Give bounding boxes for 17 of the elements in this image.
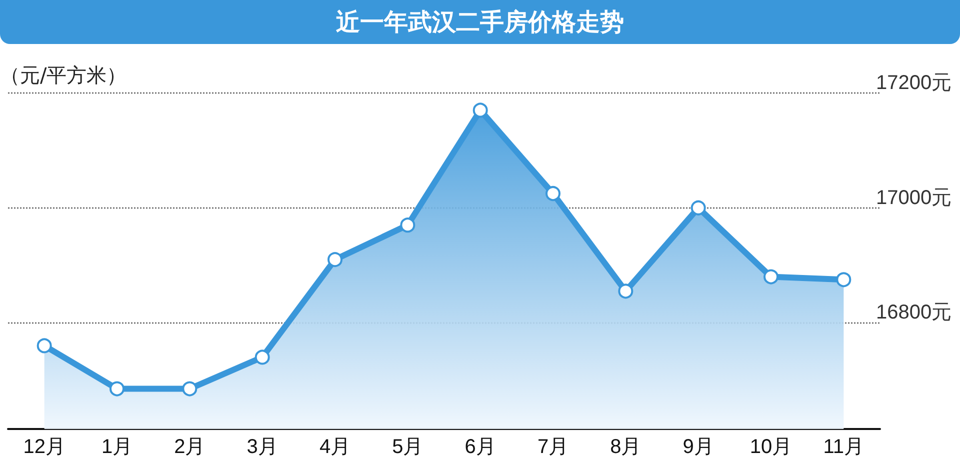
x-tick-label: 11月 xyxy=(823,436,864,458)
y-tick-label: 17000元 xyxy=(876,186,952,209)
x-tick-label: 2月 xyxy=(174,436,206,458)
y-axis-title: （元/平方米） xyxy=(0,62,127,89)
x-tick-label: 3月 xyxy=(246,436,278,458)
x-tick-label: 8月 xyxy=(610,436,642,458)
x-tick-label: 10月 xyxy=(750,436,792,458)
y-tick-label: 16800元 xyxy=(876,302,952,324)
y-tick-label: 17200元 xyxy=(876,72,952,94)
x-tick-label: 7月 xyxy=(537,436,569,458)
x-tick-label: 4月 xyxy=(319,436,351,458)
x-tick-label: 9月 xyxy=(682,436,714,458)
x-tick-label: 5月 xyxy=(392,436,424,458)
x-tick-label: 12月 xyxy=(23,436,66,458)
chart-title: 近一年武汉二手房价格走势 xyxy=(0,0,960,44)
x-tick-label: 6月 xyxy=(464,436,496,458)
x-tick-label: 1月 xyxy=(101,436,133,458)
